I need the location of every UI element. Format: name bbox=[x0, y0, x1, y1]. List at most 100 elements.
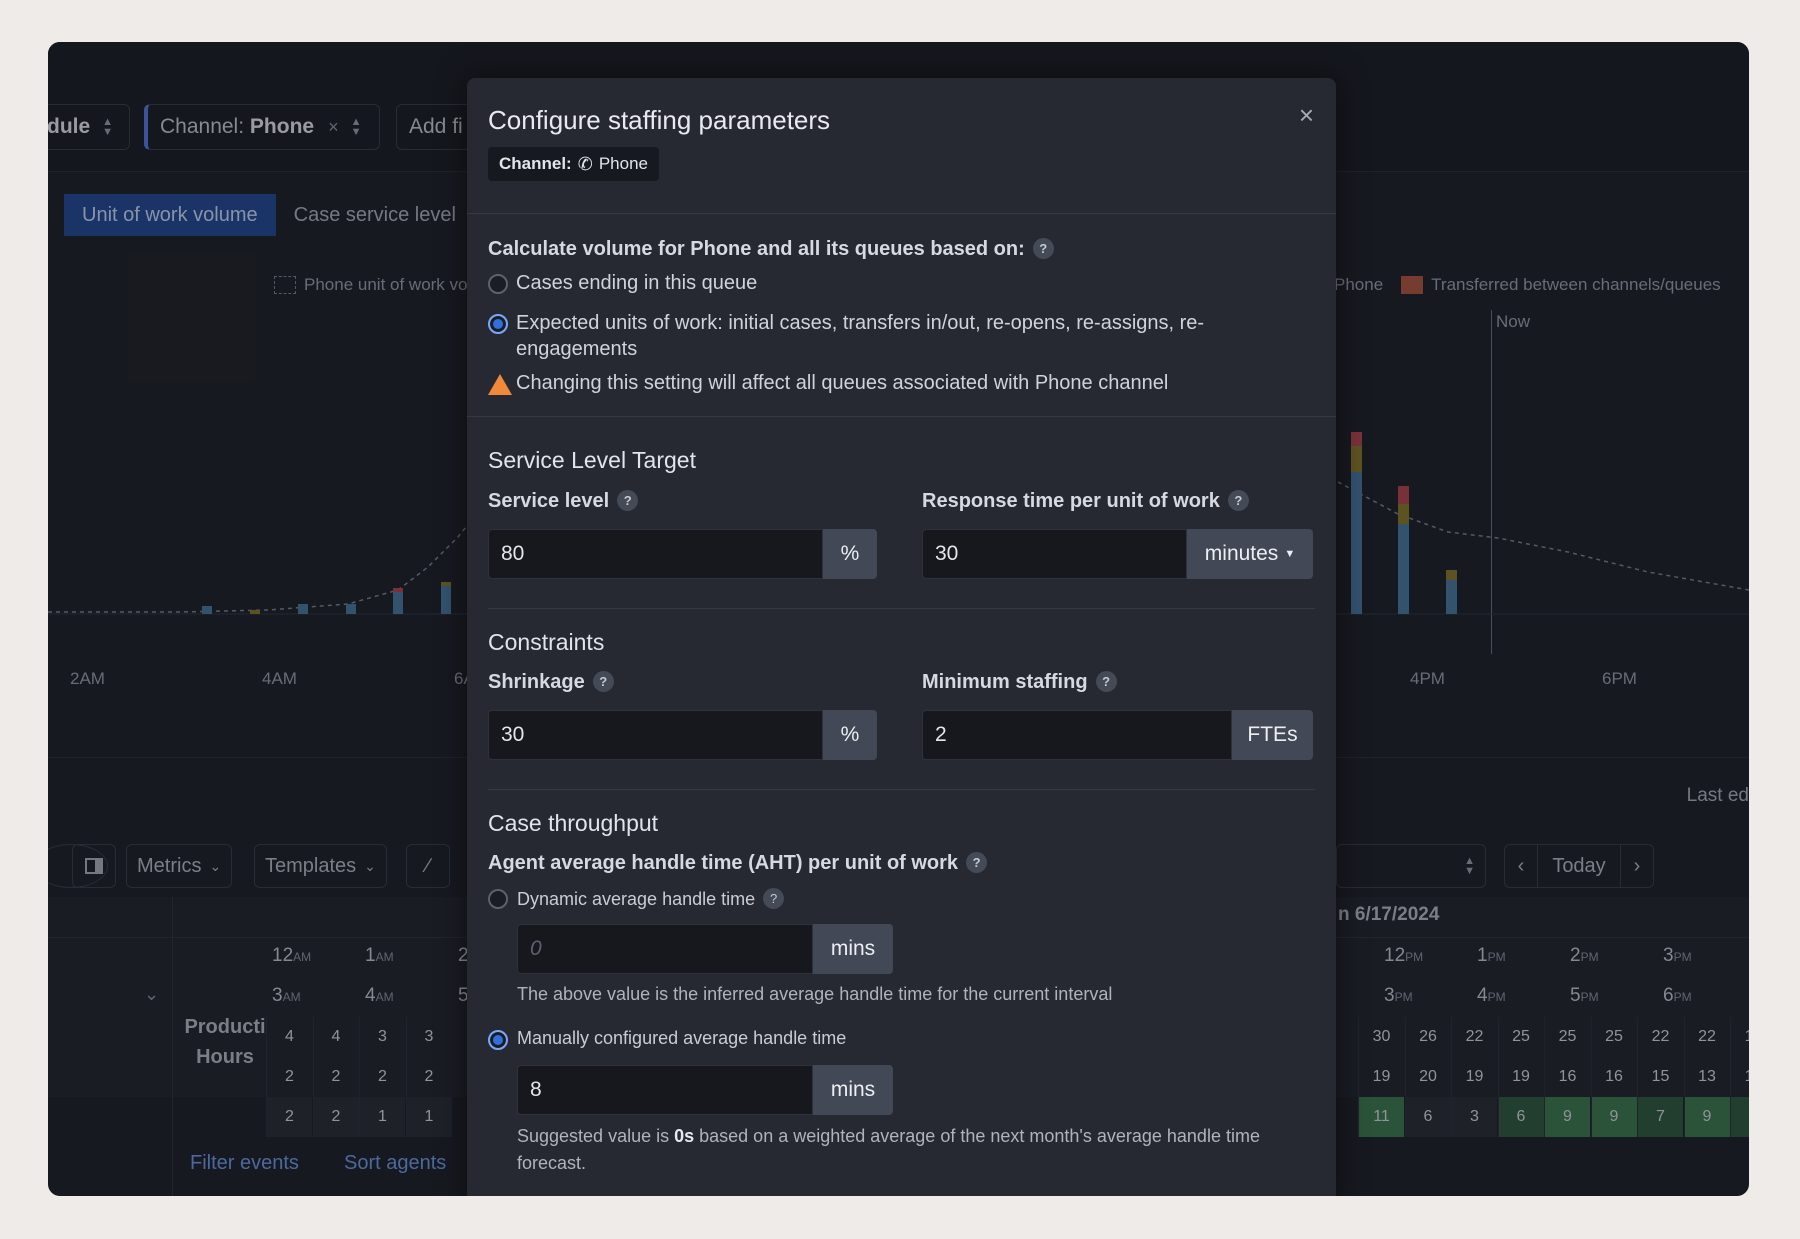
hour-header: 12PM bbox=[1384, 945, 1424, 966]
service-level-input[interactable]: 80 bbox=[488, 529, 823, 579]
warning-icon bbox=[488, 374, 512, 395]
bar bbox=[1398, 504, 1409, 524]
legend-label-uow: Phone unit of work vo bbox=[304, 275, 468, 294]
grid-cell: 2 bbox=[312, 1097, 359, 1137]
schedule-chip[interactable]: dule ▲ ▼ bbox=[48, 104, 130, 150]
section-divider bbox=[488, 789, 1315, 790]
grid-cell: 3 bbox=[359, 1017, 405, 1057]
chart-legend-left: Phone unit of work vo bbox=[274, 275, 467, 295]
help-icon[interactable]: ? bbox=[617, 490, 639, 511]
bar bbox=[1351, 472, 1362, 614]
grid-cell: 26 bbox=[1404, 1017, 1451, 1057]
row-label-line1: Producti bbox=[184, 1016, 266, 1038]
radio-cases-ending[interactable] bbox=[488, 274, 508, 294]
grid-cell: 20 bbox=[1404, 1057, 1451, 1097]
grid-cell: 3 bbox=[405, 1017, 452, 1057]
manual-aht-input[interactable]: 8 bbox=[517, 1065, 813, 1115]
section-divider bbox=[467, 416, 1336, 417]
remove-filter-icon[interactable]: × bbox=[328, 116, 339, 137]
response-time-input[interactable]: 30 bbox=[922, 529, 1187, 579]
service-level-label: Service level? bbox=[488, 490, 639, 513]
help-icon[interactable]: ? bbox=[1227, 490, 1249, 511]
magic-wand-button[interactable]: ∕ bbox=[406, 844, 450, 888]
wand-icon: ∕ bbox=[426, 854, 430, 877]
grid-cell: 12 bbox=[1730, 1057, 1749, 1097]
channel-badge-label: Channel: bbox=[499, 154, 572, 173]
add-filter-label: Add fi bbox=[409, 115, 463, 138]
tab-unit-of-work-volume[interactable]: Unit of work volume bbox=[64, 194, 276, 236]
bar bbox=[1398, 524, 1409, 614]
grid-cell: 9 bbox=[1683, 1097, 1730, 1137]
channel-badge: Channel: ✆ Phone bbox=[488, 147, 659, 181]
channel-chip-value: Phone bbox=[249, 115, 315, 138]
hour-header: 5 bbox=[458, 985, 469, 1006]
help-icon[interactable]: ? bbox=[966, 852, 988, 873]
grid-cell: 1 bbox=[359, 1097, 405, 1137]
grid-cell: 1 bbox=[405, 1097, 452, 1137]
grid-cell: 22 bbox=[1451, 1017, 1497, 1057]
bar bbox=[441, 586, 451, 614]
grid-divider bbox=[172, 897, 173, 1196]
help-icon[interactable]: ? bbox=[763, 888, 785, 909]
close-icon[interactable]: × bbox=[1298, 100, 1314, 130]
grid-cell: 16 bbox=[1590, 1057, 1637, 1097]
radio-expected-units[interactable] bbox=[488, 314, 508, 334]
hour-header: 1AM bbox=[365, 945, 394, 966]
radio-manual-aht[interactable] bbox=[488, 1030, 508, 1050]
grid-cell: 16 bbox=[1544, 1057, 1590, 1097]
chart-legend-right: Phone Transferred between channels/queue… bbox=[1334, 275, 1721, 295]
x-tick-2am: 2AM bbox=[70, 669, 105, 688]
next-day-button[interactable]: › bbox=[1620, 844, 1654, 888]
help-icon[interactable]: ? bbox=[592, 671, 614, 692]
grid-cell: 22 bbox=[1637, 1017, 1683, 1057]
shrinkage-input[interactable]: 30 bbox=[488, 710, 823, 760]
legend-label-transfer: Transferred between channels/queues bbox=[1431, 275, 1721, 294]
bar bbox=[441, 582, 451, 586]
grid-cell: 13 bbox=[1683, 1057, 1730, 1097]
help-icon[interactable]: ? bbox=[1032, 238, 1054, 259]
date-range-select[interactable]: ▲ ▼ bbox=[1336, 844, 1486, 888]
shrinkage-label: Shrinkage? bbox=[488, 671, 614, 694]
grid-cell: 30 bbox=[1358, 1017, 1404, 1057]
grid-cell: 7 bbox=[1637, 1097, 1683, 1137]
suggested-value-text: Suggested value is 0s based on a weighte… bbox=[517, 1126, 1260, 1146]
option-expected-label-1: Expected units of work: initial cases, t… bbox=[516, 312, 1205, 334]
dynamic-aht-help: The above value is the inferred average … bbox=[517, 984, 1113, 1004]
min-staffing-input[interactable]: 2 bbox=[922, 710, 1232, 760]
hour-header: 5PM bbox=[1570, 985, 1599, 1006]
chevron-right-icon: › bbox=[1633, 854, 1641, 877]
hour-header: 3PM bbox=[1384, 985, 1413, 1006]
phone-icon: ✆ bbox=[577, 153, 593, 174]
help-icon[interactable]: ? bbox=[1095, 671, 1117, 692]
split-view-button[interactable] bbox=[72, 844, 116, 888]
grid-cell: 2 bbox=[266, 1097, 312, 1137]
caret-down-icon: ▼ bbox=[1284, 548, 1296, 560]
sort-agents-link[interactable]: Sort agents bbox=[344, 1152, 447, 1174]
updown-icon: ▲ ▼ bbox=[102, 116, 114, 138]
manual-aht-label: Manually configured average handle time bbox=[517, 1028, 847, 1048]
grid-cell: 19 bbox=[1497, 1057, 1544, 1097]
slt-title: Service Level Target bbox=[488, 447, 696, 473]
calc-label: Calculate volume for Phone and all its q… bbox=[488, 238, 1054, 261]
updown-icon: ▲ ▼ bbox=[350, 116, 362, 138]
radio-dynamic-aht[interactable] bbox=[488, 889, 508, 909]
chevron-down-icon[interactable]: ⌄ bbox=[144, 984, 160, 1004]
tab-case-service-level[interactable]: Case service level bbox=[293, 203, 456, 226]
split-view-icon bbox=[85, 858, 103, 874]
grid-date-label: n 6/17/2024 bbox=[1338, 904, 1440, 925]
bar bbox=[250, 610, 260, 614]
bar bbox=[1351, 446, 1362, 472]
response-unit-dropdown[interactable]: minutes ▼ bbox=[1187, 529, 1313, 579]
grid-cell: 11 bbox=[1358, 1097, 1404, 1137]
channel-filter-chip[interactable]: Channel: Phone × ▲ ▼ bbox=[144, 104, 380, 150]
staffing-modal: Configure staffing parameters × Channel:… bbox=[467, 78, 1336, 1196]
row-label-line2: Hours bbox=[196, 1046, 254, 1068]
grid-cell: 25 bbox=[1497, 1017, 1544, 1057]
schedule-chip-label: dule bbox=[48, 115, 91, 138]
metrics-dropdown[interactable]: Metrics ⌄ bbox=[126, 844, 233, 888]
aht-label: Agent average handle time (AHT) per unit… bbox=[488, 852, 988, 875]
grid-cell: 9 bbox=[1544, 1097, 1590, 1137]
dynamic-aht-input[interactable]: 0 bbox=[517, 924, 813, 974]
filter-events-link[interactable]: Filter events bbox=[190, 1152, 299, 1174]
templates-dropdown[interactable]: Templates ⌄ bbox=[254, 844, 387, 888]
